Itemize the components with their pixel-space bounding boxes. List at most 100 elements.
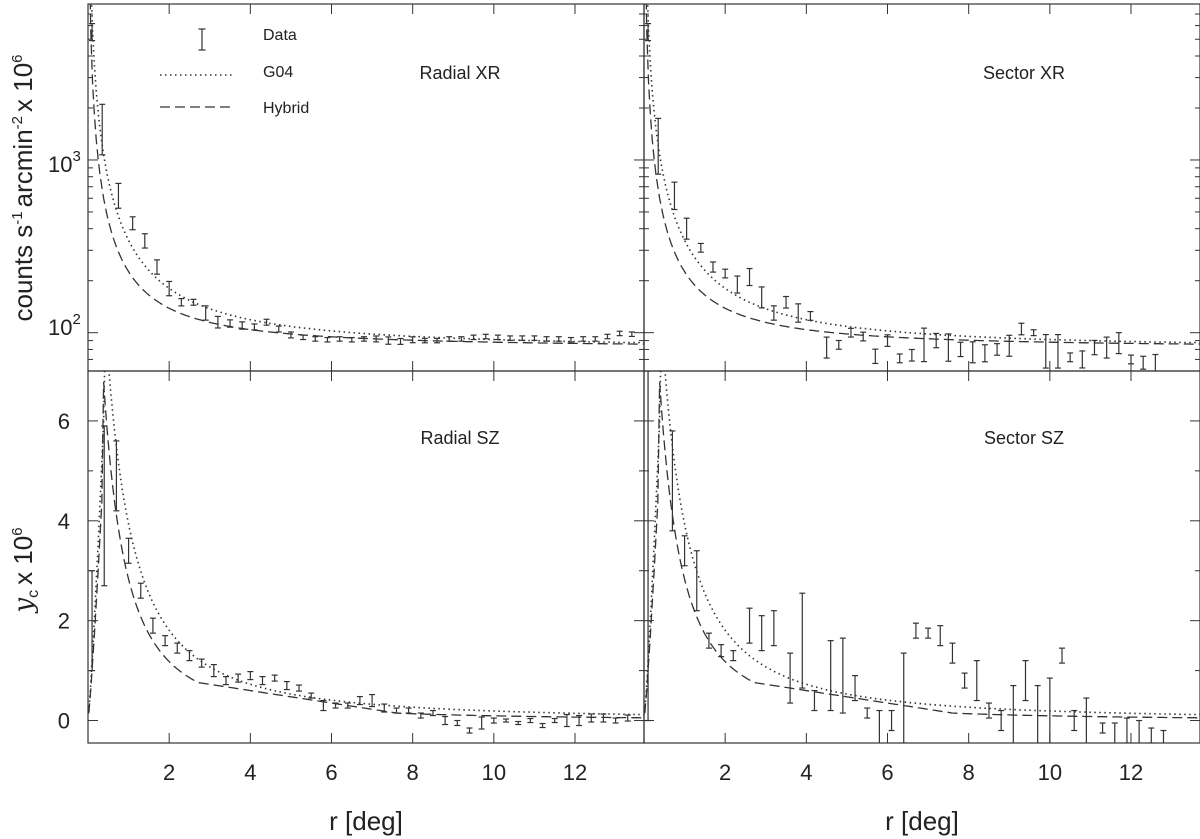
data-point [344, 702, 351, 709]
data-point [592, 336, 599, 342]
plot-bottom-right [644, 371, 1200, 743]
data-point [795, 303, 802, 323]
plot-layer: 2 4 6 8 10 12 0 2 4 6 2 4 6 8 10 12 [58, 3, 1200, 785]
data-point [446, 336, 453, 342]
ticks-top-right [644, 3, 1200, 372]
data-point [519, 335, 526, 341]
data-point [1079, 350, 1086, 369]
x-axis-label-left: r [deg] [329, 806, 403, 836]
panel-title-radial-xr: Radial XR [419, 63, 500, 83]
data-point [1030, 329, 1037, 337]
data-point [239, 321, 246, 330]
data-point [1022, 660, 1029, 702]
data-point [730, 650, 737, 662]
data-point [600, 713, 607, 723]
ticks-bottom-right [644, 371, 1200, 743]
data-point [1067, 352, 1074, 363]
data-point [296, 684, 303, 692]
x-tick-label-12: 12 [1119, 760, 1143, 785]
data-point [320, 699, 327, 712]
data-point [174, 642, 181, 654]
data-point [1034, 684, 1041, 743]
data-point [125, 537, 132, 564]
data-point [671, 181, 678, 211]
data-point [1071, 709, 1078, 732]
data-point [807, 310, 814, 321]
y-axis-label-top: counts s-1arcmin-2x 106 [8, 54, 38, 321]
y-tick-label-100: 102 [48, 311, 81, 340]
data-point [580, 336, 587, 342]
data-point [876, 709, 883, 743]
data-point [202, 305, 209, 321]
data-point [770, 610, 777, 647]
x-tick-label-10: 10 [1038, 760, 1062, 785]
data-point [998, 709, 1005, 732]
data-point [758, 286, 765, 309]
x-tick-label-6: 6 [325, 760, 337, 785]
curve-hybrid-bottom-left [88, 382, 644, 719]
data-point [275, 325, 282, 333]
curve-g04-top-right [646, 4, 1200, 344]
data-point [348, 336, 355, 343]
data-point [705, 632, 712, 649]
data-point [458, 336, 465, 342]
data-point [969, 341, 976, 364]
data-point [1042, 333, 1049, 369]
y-tick-label-0: 0 [58, 709, 70, 734]
data-point [373, 335, 380, 343]
data-point [669, 430, 676, 532]
x-tick-label-6: 6 [881, 760, 893, 785]
data-point [604, 333, 611, 340]
data-point [162, 635, 169, 647]
data-point [787, 652, 794, 704]
data-point [908, 348, 915, 362]
legend-label-g04: G04 [263, 64, 293, 81]
data-point [478, 716, 485, 730]
x-tick-label-8: 8 [407, 760, 419, 785]
data-point [588, 713, 595, 723]
data-point [551, 717, 558, 724]
data-point [356, 695, 363, 706]
data-point [336, 336, 343, 342]
data-point [933, 332, 940, 349]
data-point [101, 425, 108, 587]
x-tick-label-4: 4 [800, 760, 812, 785]
data-point [852, 674, 859, 702]
data-point [823, 336, 830, 359]
y-tick-label-1000: 103 [48, 148, 81, 177]
data-point [961, 672, 968, 689]
data-point [1010, 684, 1017, 743]
data-point [153, 259, 160, 275]
data-point [115, 182, 122, 209]
data-point [811, 689, 818, 712]
data-point [178, 298, 185, 307]
data-point [385, 336, 392, 345]
data-point [612, 717, 619, 724]
x-tick-label-2: 2 [719, 760, 731, 785]
data-point [409, 336, 416, 344]
data-point [655, 117, 662, 175]
x-tick-label-10: 10 [482, 760, 506, 785]
data-point [864, 707, 871, 719]
data-point [421, 337, 428, 344]
data-point [616, 330, 623, 337]
data-point [981, 344, 988, 363]
data-point [1018, 322, 1025, 336]
data-point [527, 717, 534, 724]
data-point [442, 715, 449, 726]
legend: Data G04 Hybrid [160, 27, 309, 117]
data-point [884, 334, 891, 347]
data-point [397, 337, 404, 345]
data-point [957, 341, 964, 358]
plot-top-left [89, 4, 644, 345]
data-point [945, 333, 952, 362]
data-point [393, 707, 400, 714]
data-point [235, 673, 242, 683]
legend-label-data: Data [263, 27, 297, 44]
curve-hybrid-bottom-right [644, 382, 1200, 719]
data-point [693, 550, 700, 612]
data-point [624, 714, 631, 722]
data-point [973, 660, 980, 702]
data-point [683, 217, 690, 240]
data-point [405, 707, 412, 714]
